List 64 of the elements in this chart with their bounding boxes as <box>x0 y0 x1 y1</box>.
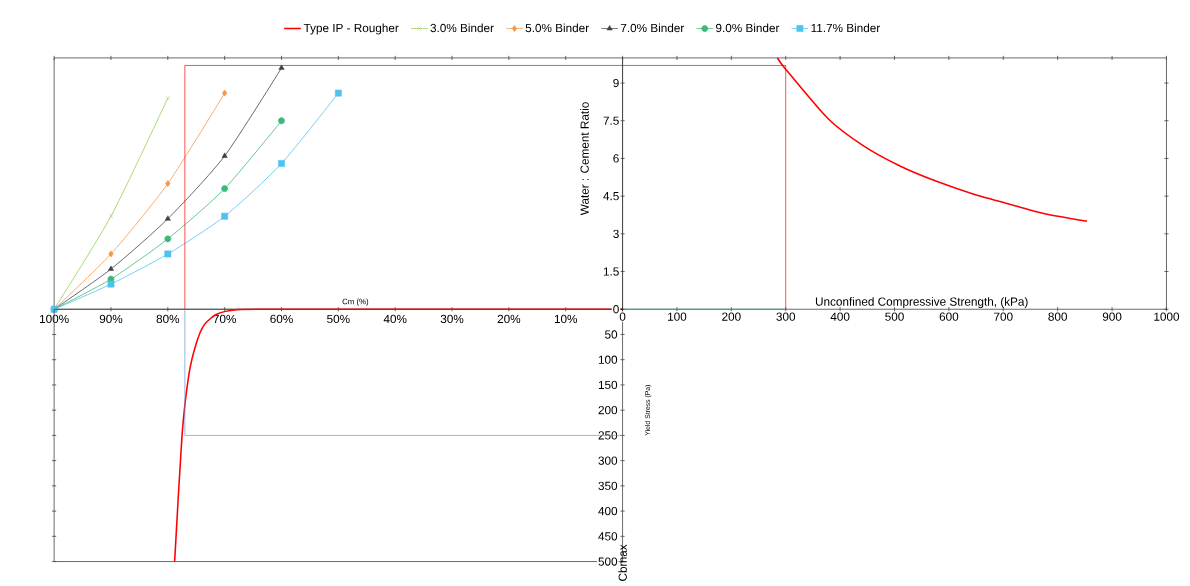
point <box>165 95 171 101</box>
x-tick-label: 500 <box>885 312 904 321</box>
y-tick-label: 150 <box>598 380 618 390</box>
y-tick-label: 400 <box>598 506 618 516</box>
x-tick-label: 400 <box>830 312 850 321</box>
y-tick-label: 200 <box>598 405 618 415</box>
y-tick-label: 300 <box>598 456 618 465</box>
x-tick-label: 10% <box>554 314 578 324</box>
y-tick-label: 250 <box>598 431 618 440</box>
point <box>278 160 285 167</box>
point <box>164 235 172 243</box>
x-tick-label: 700 <box>994 312 1013 321</box>
x-tick-label: 30% <box>440 314 464 324</box>
x-tick-label: 60% <box>270 314 293 324</box>
legend-label: 9.0% Binder <box>716 23 780 33</box>
y-tick-label: 9 <box>613 78 619 88</box>
point <box>164 215 171 221</box>
legend-label: 7.0% Binder <box>620 23 685 33</box>
x-tick-label: 600 <box>939 312 959 321</box>
x-tick-label: 0 <box>619 312 626 321</box>
y-tick-label: 3 <box>613 229 619 238</box>
point <box>334 89 342 97</box>
point <box>108 213 114 219</box>
x-tick-label: 20% <box>497 314 521 324</box>
x-tick-label: 100 <box>668 312 687 321</box>
legend-label: 11.7% Binder <box>811 23 880 33</box>
y-tick-label: 100 <box>598 355 618 364</box>
x-tick-label: 100% <box>40 314 69 324</box>
point <box>278 117 285 125</box>
y-tick-label: 350 <box>598 481 618 490</box>
x-tick-label: 50% <box>327 314 350 324</box>
text: Type IP - Rougher <box>303 23 399 35</box>
y-tick-label: 450 <box>598 532 618 541</box>
y-tick-label: 4.5 <box>603 192 619 201</box>
point <box>164 250 172 258</box>
point <box>108 250 114 258</box>
x-tick-label: 1000 <box>1154 312 1180 321</box>
x-tick-label: 200 <box>722 312 741 321</box>
point <box>278 64 285 70</box>
point <box>221 185 229 192</box>
x-tick-label: 70% <box>213 314 236 324</box>
legend-label: 5.0% Binder <box>525 23 589 33</box>
x-tick-label: 300 <box>776 312 796 321</box>
annotation: Cbmax <box>618 544 627 581</box>
point <box>221 212 229 220</box>
y-tick-label: 7.5 <box>603 116 619 125</box>
x-tick-label: 80% <box>156 314 180 324</box>
y-tick-label: 50 <box>605 330 618 339</box>
x-tick-label: 900 <box>1102 312 1122 321</box>
y-tick-label: 1.5 <box>603 267 619 276</box>
point <box>165 180 171 187</box>
point <box>108 265 114 271</box>
x-tick-label: 40% <box>383 314 407 324</box>
point <box>222 89 228 97</box>
x-tick-label: 90% <box>99 314 123 324</box>
y-tick-label: 6 <box>613 154 619 163</box>
y-axis-title: Water : Cement Ratio <box>580 102 589 216</box>
x-axis-title: Unconfined Compressive Strength, (kPa) <box>815 297 1028 309</box>
x-tick-label: 800 <box>1048 312 1068 321</box>
point <box>221 152 228 158</box>
legend-label: 3.0% Binder <box>430 23 494 33</box>
y-tick-label: 500 <box>598 557 618 566</box>
point <box>107 280 115 288</box>
y-tick-label: 0 <box>613 305 619 314</box>
